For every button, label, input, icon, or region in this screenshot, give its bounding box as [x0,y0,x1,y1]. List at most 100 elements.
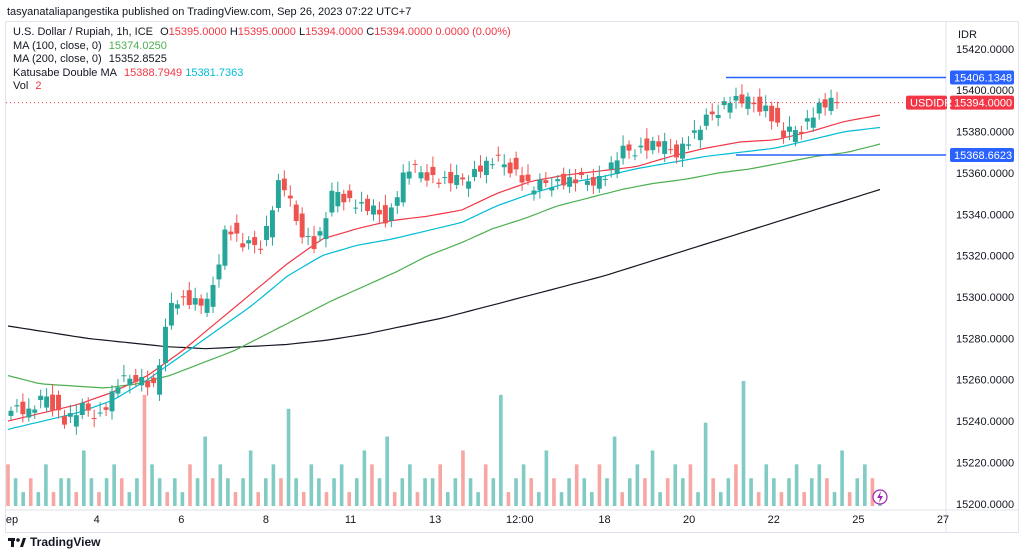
volume-bar [476,492,480,506]
candle-body [252,237,258,246]
volume-bar [779,492,784,506]
candle-body [139,377,145,386]
candle-body [168,302,174,326]
ma100-value: 15374.0250 [108,39,167,52]
volume-bar [74,492,79,506]
volume-bar [703,422,708,506]
candle-body [335,191,341,207]
volume-bar [483,464,488,506]
volume-bar [590,492,594,506]
volume-bar [521,464,526,506]
candle-body [483,160,489,176]
ohlc-high-label: H [229,26,238,38]
candle-body [745,96,751,109]
volume-bar [438,464,443,506]
volume-bar [552,478,556,506]
volume-bar [264,478,268,506]
candle-body [775,107,781,123]
candle-body [561,173,567,186]
candle-body [442,177,448,179]
ohlc-close: 15394.0000 [374,26,433,38]
candle-body [531,190,537,195]
legend-ma100-row: MA (100, close, 0) 15374.0250 [13,40,511,54]
volume-bar [870,478,875,506]
candle-body [210,284,216,307]
ohlc-low-label: L [298,26,306,38]
volume-bar [97,492,101,506]
candle-body [329,190,335,213]
symbol-code-tag-bg [906,95,947,110]
candle-body [121,375,127,377]
candle-body [804,118,810,122]
tradingview-logo-icon [8,538,26,547]
volume-bar [764,464,769,506]
candle-body [787,126,792,132]
candle-body [507,162,513,174]
candle-body [234,222,240,234]
candle-body [454,175,460,185]
volume-bar [718,492,723,506]
volume-bar [165,492,170,506]
candle-body [430,166,436,175]
x-tick-label: ep [6,514,18,526]
candle-body [103,407,109,410]
footer-brand[interactable]: TradingView [8,535,100,549]
candle-body [157,365,163,395]
candle-body [810,117,816,128]
y-tick-label: 15300.0000 [956,292,1014,304]
candle-body [20,401,26,415]
candle-body [644,138,650,151]
candle-body [133,375,139,383]
candle-body [691,130,697,133]
volume-bar [392,492,397,506]
candle-body [662,141,668,154]
volume-bar [445,492,450,506]
candle-body [127,378,133,386]
legend: U.S. Dollar / Rupiah, 1h, ICE O15395.000… [13,26,511,94]
volume-bar [681,478,685,506]
candle-body [555,179,561,182]
x-tick-label: 4 [94,514,100,526]
symbol-code-tag: USDIDR [910,98,952,110]
volume-bar [635,464,640,506]
candle-body [501,164,507,168]
candle-body [412,163,418,165]
volume-bar [658,492,662,506]
candle-body [792,130,798,143]
candle-body [489,164,495,166]
volume-bar [544,450,549,506]
candle-body [323,218,329,240]
volume-bar [605,478,609,506]
volume-bar [142,394,147,506]
y-tick-label: 15280.0000 [956,333,1014,345]
candle-body [388,207,394,221]
candle-body [828,97,834,111]
y-tick-label: 15200.0000 [956,499,1014,511]
candle-body [305,235,311,237]
candle-body [680,143,685,159]
current-price-tag: 15394.0000 [954,98,1012,110]
candle-body [567,177,573,187]
candle-body [579,171,584,176]
ma200-value: 15352.8525 [108,53,167,65]
volume-bar [59,478,63,506]
volume-bar [506,492,511,506]
candle-body [258,248,264,250]
volume-bar [241,478,245,506]
candle-body [38,395,44,401]
volume-bar [188,464,192,506]
candle-body [287,195,293,199]
y-tick-label: 15320.0000 [956,251,1014,263]
candle-body [85,403,91,411]
volume-bar [157,478,162,506]
candle-body [495,154,501,156]
candle-body [222,229,228,266]
volume-bar [127,492,132,506]
candle-body [317,231,323,236]
candle-body [56,394,61,411]
candle-body [418,172,424,179]
candle-body [751,102,757,105]
candle-body [781,130,787,138]
candle-body [14,405,20,407]
